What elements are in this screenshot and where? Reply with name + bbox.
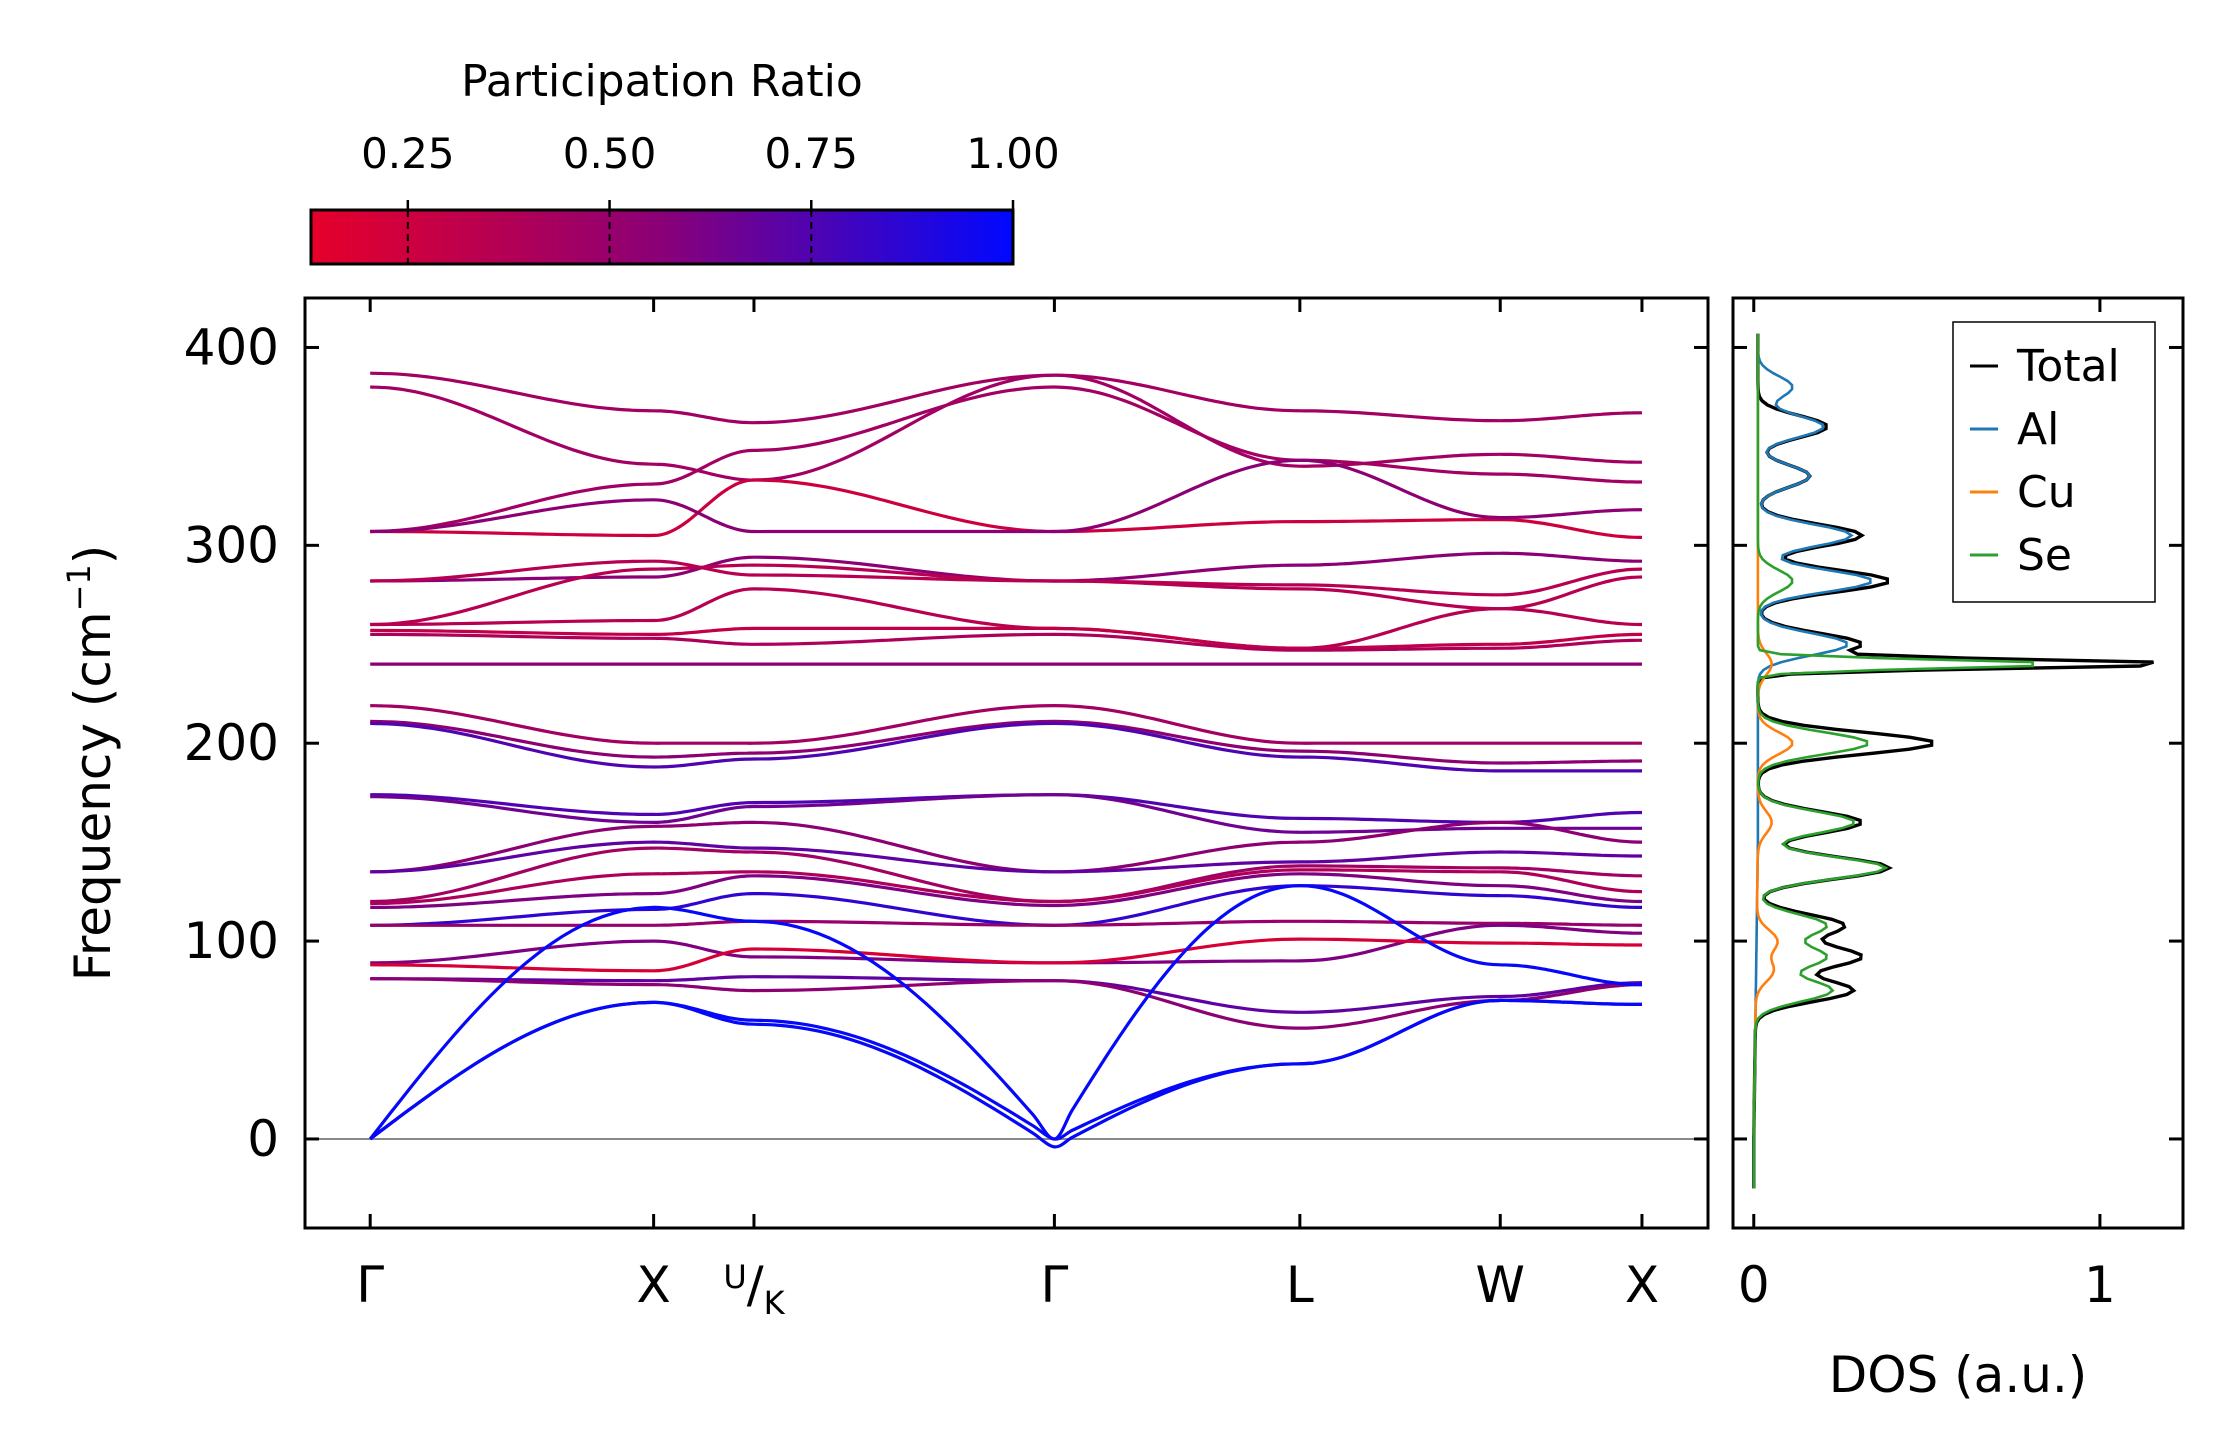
band-line [370, 719, 1642, 765]
band-line [370, 868, 1643, 906]
colorbar [309, 208, 1015, 266]
y-tick-label: 400 [184, 318, 279, 376]
band-axis-ticks [305, 298, 1708, 1228]
band-line [370, 840, 1642, 874]
y-axis-label: Frequency (cm−1) [60, 545, 122, 982]
y-tick-label: 0 [247, 1110, 279, 1168]
band-line [370, 793, 1642, 834]
y-tick-label: 100 [184, 912, 279, 970]
x-tick-label-slash: / [747, 1256, 764, 1314]
x-tick-label-sup: U [723, 1258, 746, 1296]
legend-label: Cu [2017, 467, 2076, 518]
x-tick-label: Γ [356, 1256, 384, 1314]
band-line [370, 721, 1642, 773]
band-line [370, 937, 1642, 973]
colorbar-tick-label: 0.25 [361, 129, 455, 178]
band-line [370, 626, 1643, 650]
band-line [370, 373, 1643, 482]
dos-legend: Total Al Cu Se [1952, 321, 2156, 603]
dos-x-axis-label: DOS (a.u.) [1829, 1346, 2088, 1404]
colorbar-title: Participation Ratio [461, 56, 863, 107]
dos-lines [1752, 333, 2154, 1189]
dos-plot-frame [1731, 296, 2185, 1230]
x-tick-label: X [1625, 1256, 1659, 1314]
y-tick-label: 300 [184, 516, 279, 574]
band-lines [305, 371, 1708, 1149]
dos-axis-ticks [1733, 298, 2183, 1228]
band-line [370, 793, 1643, 825]
colorbar-tick-label: 0.75 [765, 129, 859, 178]
colorbar-ticks [406, 200, 1015, 264]
band-line [370, 884, 1643, 927]
band-line [370, 587, 1643, 650]
legend-label: Total [2016, 341, 2120, 392]
x-tick-label: Γ [1040, 1256, 1068, 1314]
colorbar-tick-label: 0.50 [563, 129, 657, 178]
x-tick-labels: Γ X U/K Γ L W X [356, 1256, 1659, 1322]
x-tick-label-composite: U/K [723, 1256, 785, 1322]
y-tick-label: 200 [184, 714, 279, 772]
x-tick-label: X [636, 1256, 670, 1314]
band-line [370, 872, 1643, 909]
legend-label: Al [2017, 404, 2059, 455]
band-plot-frame [303, 296, 1710, 1230]
band-line [370, 923, 1643, 965]
x-tick-label: L [1286, 1256, 1314, 1314]
legend-label: Se [2017, 530, 2072, 581]
band-line [370, 458, 1643, 534]
band-line [370, 703, 1642, 745]
band-line [370, 919, 1643, 927]
band-line [370, 632, 1643, 652]
y-tick-labels: 0 100 200 300 400 [184, 318, 279, 1167]
colorbar-tick-labels: 0.25 0.50 0.75 1.00 [361, 129, 1060, 178]
x-tick-label: W [1476, 1256, 1525, 1314]
colorbar-tick-label: 1.00 [966, 129, 1060, 178]
x-tick-label-sub: K [764, 1284, 786, 1322]
dos-x-tick-label: 0 [1738, 1256, 1770, 1314]
dos-x-tick-label: 1 [2084, 1256, 2116, 1314]
dos-line-se [1752, 333, 2034, 1189]
band-line [370, 385, 1643, 534]
acoustic-band-line [369, 998, 1642, 1149]
